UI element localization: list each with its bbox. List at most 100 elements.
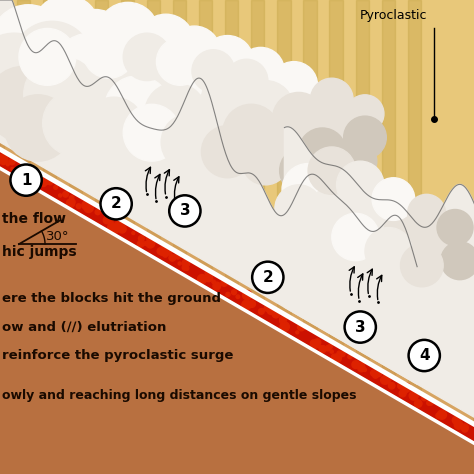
Circle shape: [226, 292, 230, 297]
Circle shape: [192, 50, 235, 92]
Circle shape: [64, 69, 135, 140]
Polygon shape: [43, 0, 56, 474]
Text: owly and reaching long distances on gentle slopes: owly and reaching long distances on gent…: [2, 389, 357, 402]
Circle shape: [308, 147, 356, 194]
Text: 2: 2: [111, 196, 121, 211]
Text: ow and (∕∕) elutriation: ow and (∕∕) elutriation: [2, 320, 167, 334]
Polygon shape: [69, 0, 82, 474]
Text: hic jumps: hic jumps: [2, 245, 77, 259]
Circle shape: [22, 168, 27, 173]
Polygon shape: [382, 0, 395, 474]
Circle shape: [225, 59, 268, 102]
Circle shape: [9, 159, 15, 165]
Circle shape: [381, 376, 389, 384]
Circle shape: [318, 345, 321, 348]
Circle shape: [401, 244, 443, 287]
Circle shape: [123, 33, 171, 81]
Circle shape: [345, 311, 376, 343]
Circle shape: [296, 197, 348, 249]
Circle shape: [352, 361, 360, 368]
Circle shape: [169, 255, 176, 261]
Text: the flow: the flow: [2, 212, 66, 226]
Circle shape: [427, 401, 431, 405]
Polygon shape: [0, 0, 417, 384]
Circle shape: [108, 223, 117, 232]
Circle shape: [182, 260, 190, 267]
Circle shape: [402, 389, 408, 393]
Circle shape: [132, 232, 135, 235]
Circle shape: [280, 319, 284, 323]
Circle shape: [176, 255, 179, 259]
Circle shape: [138, 236, 144, 241]
Circle shape: [213, 282, 221, 290]
Circle shape: [280, 322, 290, 331]
Circle shape: [422, 396, 427, 401]
Circle shape: [103, 217, 110, 224]
Circle shape: [315, 178, 367, 230]
Circle shape: [105, 214, 112, 221]
Circle shape: [242, 300, 251, 310]
Circle shape: [168, 59, 230, 121]
Circle shape: [107, 216, 114, 222]
Circle shape: [52, 33, 128, 109]
Circle shape: [314, 339, 321, 346]
Circle shape: [296, 331, 299, 334]
Circle shape: [6, 163, 9, 166]
Circle shape: [344, 116, 386, 159]
Text: Pyroclastic: Pyroclastic: [360, 9, 428, 22]
Polygon shape: [251, 0, 264, 474]
Circle shape: [373, 373, 378, 378]
Circle shape: [63, 191, 68, 197]
Circle shape: [69, 196, 74, 200]
Circle shape: [340, 351, 345, 356]
Circle shape: [48, 180, 53, 185]
Circle shape: [315, 159, 358, 201]
Circle shape: [137, 240, 144, 247]
Circle shape: [372, 178, 415, 220]
Circle shape: [337, 351, 341, 355]
Circle shape: [0, 33, 57, 118]
Circle shape: [104, 76, 171, 142]
Circle shape: [54, 185, 57, 189]
Circle shape: [156, 38, 204, 85]
Circle shape: [33, 0, 100, 62]
Circle shape: [160, 246, 165, 252]
Circle shape: [36, 176, 40, 181]
Circle shape: [408, 194, 446, 232]
Circle shape: [371, 370, 377, 376]
Polygon shape: [0, 152, 474, 474]
Circle shape: [282, 164, 334, 216]
Circle shape: [348, 355, 352, 359]
Circle shape: [437, 210, 473, 246]
Circle shape: [110, 225, 119, 233]
Circle shape: [205, 270, 210, 276]
Circle shape: [310, 78, 353, 121]
Circle shape: [41, 176, 49, 185]
Circle shape: [146, 236, 151, 241]
Circle shape: [0, 66, 62, 142]
Circle shape: [332, 213, 379, 261]
Circle shape: [95, 210, 100, 215]
Circle shape: [223, 104, 280, 161]
Circle shape: [201, 126, 254, 178]
Circle shape: [205, 274, 213, 282]
Text: 1: 1: [21, 173, 31, 188]
Circle shape: [33, 179, 42, 187]
Circle shape: [24, 57, 100, 133]
Polygon shape: [277, 0, 291, 474]
Circle shape: [0, 154, 7, 164]
Text: 3: 3: [355, 319, 365, 335]
Circle shape: [19, 28, 76, 85]
Circle shape: [383, 376, 387, 381]
Circle shape: [409, 340, 440, 371]
Circle shape: [334, 140, 377, 182]
Circle shape: [298, 323, 305, 331]
Circle shape: [275, 185, 322, 232]
Circle shape: [441, 242, 474, 280]
Circle shape: [333, 354, 341, 363]
Circle shape: [358, 365, 365, 372]
Circle shape: [164, 247, 172, 255]
Circle shape: [414, 400, 422, 407]
Circle shape: [185, 266, 189, 270]
Circle shape: [128, 47, 194, 114]
